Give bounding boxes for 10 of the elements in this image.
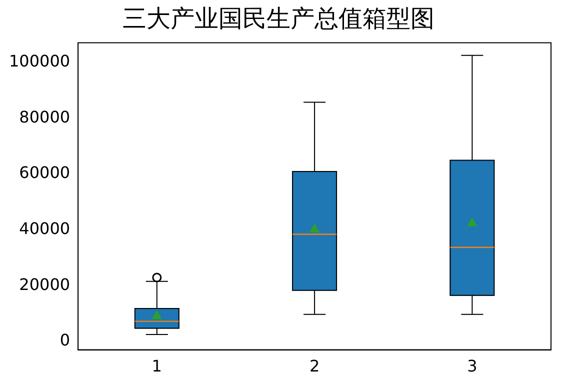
x-tick-label: 1 — [152, 356, 162, 376]
y-tick-label: 80000 — [19, 107, 70, 126]
y-tick-label: 40000 — [19, 218, 70, 238]
y-tick-label: 20000 — [19, 274, 70, 294]
chart-title: 三大产业国民生产总值箱型图 — [122, 4, 434, 33]
y-tick-label: 0 — [60, 330, 70, 350]
x-tick-label: 2 — [309, 356, 320, 376]
x-tick-label: 3 — [467, 356, 478, 376]
y-tick-label: 60000 — [19, 163, 70, 182]
y-tick-label: 100000 — [9, 51, 70, 70]
